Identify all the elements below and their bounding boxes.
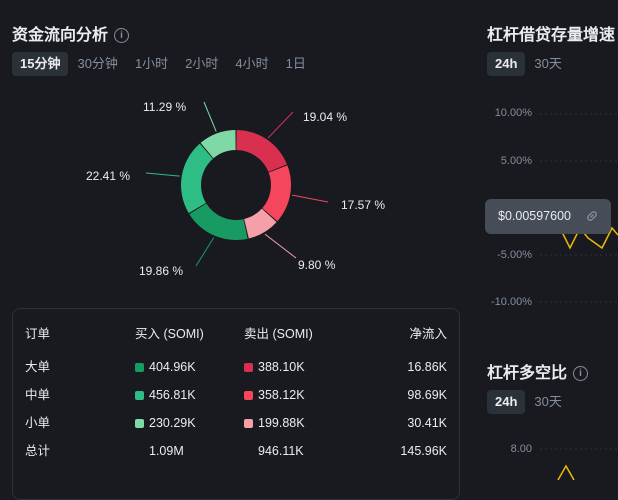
color-swatch	[135, 419, 144, 428]
pie-label-mid-buy: 22.41 %	[86, 169, 131, 183]
lev-ytick: -5.00%	[497, 249, 532, 261]
buy-value-text: 1.09M	[149, 444, 184, 458]
buy-value: 456.81K	[135, 385, 196, 405]
flow-donut-chart	[145, 101, 329, 267]
color-swatch	[244, 419, 253, 428]
buy-value: 404.96K	[135, 357, 196, 377]
buy-value-text: 230.29K	[149, 416, 196, 430]
pie-label-small-sell: 9.80 %	[298, 258, 336, 272]
info-icon[interactable]: i	[573, 366, 589, 381]
flow-interval-tab[interactable]: 2小时	[185, 56, 219, 71]
flow-table: 订单 买入 (SOMI) 卖出 (SOMI) 净流入 大单 404.96K 388.…	[12, 308, 460, 500]
flow-title-wrap: 资金流向分析 i	[12, 21, 130, 45]
ls-line-series	[557, 464, 575, 480]
donut-slice	[200, 130, 236, 159]
leverage-title: 杠杆借贷存量增速	[487, 27, 616, 44]
link-icon[interactable]	[585, 209, 599, 223]
leader-line	[203, 101, 217, 132]
buy-value: 1.09M	[149, 441, 184, 461]
net-value: 16.86K	[407, 357, 447, 377]
net-value: 145.96K	[400, 441, 447, 461]
pie-label-large-sell: 19.04 %	[303, 110, 348, 124]
net-value-text: 30.41K	[407, 416, 447, 430]
donut-slice	[262, 165, 291, 222]
flow-interval-tab[interactable]: 15分钟	[12, 52, 69, 76]
table-header: 订单 买入 (SOMI) 卖出 (SOMI) 净流入	[13, 324, 459, 344]
sell-value: 199.88K	[244, 413, 305, 433]
leverage-range-tab[interactable]: 24h	[487, 52, 526, 76]
net-value: 98.69K	[407, 385, 447, 405]
leverage-range-tabs: 24h 30天	[487, 52, 571, 76]
sell-value-text: 199.88K	[258, 416, 305, 430]
pie-label-large-buy: 19.86 %	[139, 264, 184, 278]
row-label-text: 中单	[25, 388, 51, 402]
ls-chart	[540, 448, 618, 480]
leader-line	[145, 172, 180, 177]
longshort-range-tabs: 24h 30天	[487, 390, 571, 414]
donut-slice	[189, 203, 248, 240]
buy-value-text: 456.81K	[149, 388, 196, 402]
leader-line	[195, 237, 215, 267]
col-order: 订单	[25, 327, 51, 341]
flow-interval-tab[interactable]: 4小时	[235, 56, 269, 71]
price-tooltip: $0.00597600	[485, 199, 611, 234]
flow-interval-tab[interactable]: 1小时	[134, 56, 169, 71]
longshort-range-tab[interactable]: 30天	[534, 394, 562, 409]
leverage-range-tab[interactable]: 30天	[534, 56, 562, 71]
lev-ytick: 10.00%	[494, 107, 532, 119]
col-buy: 买入 (SOMI)	[135, 327, 204, 341]
color-swatch	[135, 391, 144, 400]
longshort-title: 杠杆多空比	[487, 365, 568, 382]
col-net: 净流入	[409, 327, 447, 341]
pie-label-mid-sell: 17.57 %	[341, 198, 386, 212]
ls-ytick: 8.00	[510, 443, 532, 455]
row-label-text: 总计	[25, 444, 51, 458]
sell-value-text: 388.10K	[258, 360, 305, 374]
sell-value: 388.10K	[244, 357, 305, 377]
sell-value: 946.11K	[258, 441, 304, 461]
leader-line	[292, 194, 329, 203]
donut-slice	[181, 143, 213, 214]
sell-value-text: 358.12K	[258, 388, 305, 402]
donut-slice	[244, 208, 277, 239]
row-label: 总计	[25, 441, 50, 461]
table-row: 小单 230.29K 199.88K 30.41K	[13, 413, 459, 433]
row-label-text: 小单	[25, 416, 51, 430]
lev-ytick: -10.00%	[491, 296, 532, 308]
sell-value: 358.12K	[244, 385, 305, 405]
col-sell: 卖出 (SOMI)	[244, 327, 313, 341]
flow-title: 资金流向分析	[12, 27, 109, 44]
longshort-title-wrap: 杠杆多空比 i	[487, 359, 589, 383]
color-swatch	[135, 363, 144, 372]
longshort-range-tab[interactable]: 24h	[487, 390, 526, 414]
donut-slice	[236, 130, 287, 172]
row-label-text: 大单	[25, 360, 51, 374]
color-swatch	[244, 391, 253, 400]
flow-interval-tabs: 15分钟 30分钟 1小时 2小时 4小时 1日	[12, 52, 315, 76]
net-value-text: 16.86K	[407, 360, 447, 374]
table-row: 总计 1.09M 946.11K 145.96K	[13, 441, 459, 461]
net-value: 30.41K	[407, 413, 447, 433]
tooltip-value: $0.00597600	[498, 209, 571, 223]
sell-value-text: 946.11K	[258, 444, 304, 458]
row-label: 中单	[25, 385, 50, 405]
table-row: 大单 404.96K 388.10K 16.86K	[13, 357, 459, 377]
table-row: 中单 456.81K 358.12K 98.69K	[13, 385, 459, 405]
buy-value: 230.29K	[135, 413, 196, 433]
flow-interval-tab[interactable]: 1日	[285, 56, 306, 71]
row-label: 小单	[25, 413, 50, 433]
color-swatch	[244, 363, 253, 372]
net-value-text: 98.69K	[407, 388, 447, 402]
row-label: 大单	[25, 357, 50, 377]
lev-gridlines	[540, 113, 618, 303]
buy-value-text: 404.96K	[149, 360, 196, 374]
leader-line	[264, 233, 297, 259]
pie-label-small-buy: 11.29 %	[143, 100, 187, 114]
flow-interval-tab[interactable]: 30分钟	[77, 56, 118, 71]
leader-line	[267, 111, 294, 139]
net-value-text: 145.96K	[400, 444, 447, 458]
lev-ytick: 5.00%	[500, 155, 532, 167]
lev-line-series	[559, 226, 618, 250]
info-icon[interactable]: i	[114, 28, 130, 43]
